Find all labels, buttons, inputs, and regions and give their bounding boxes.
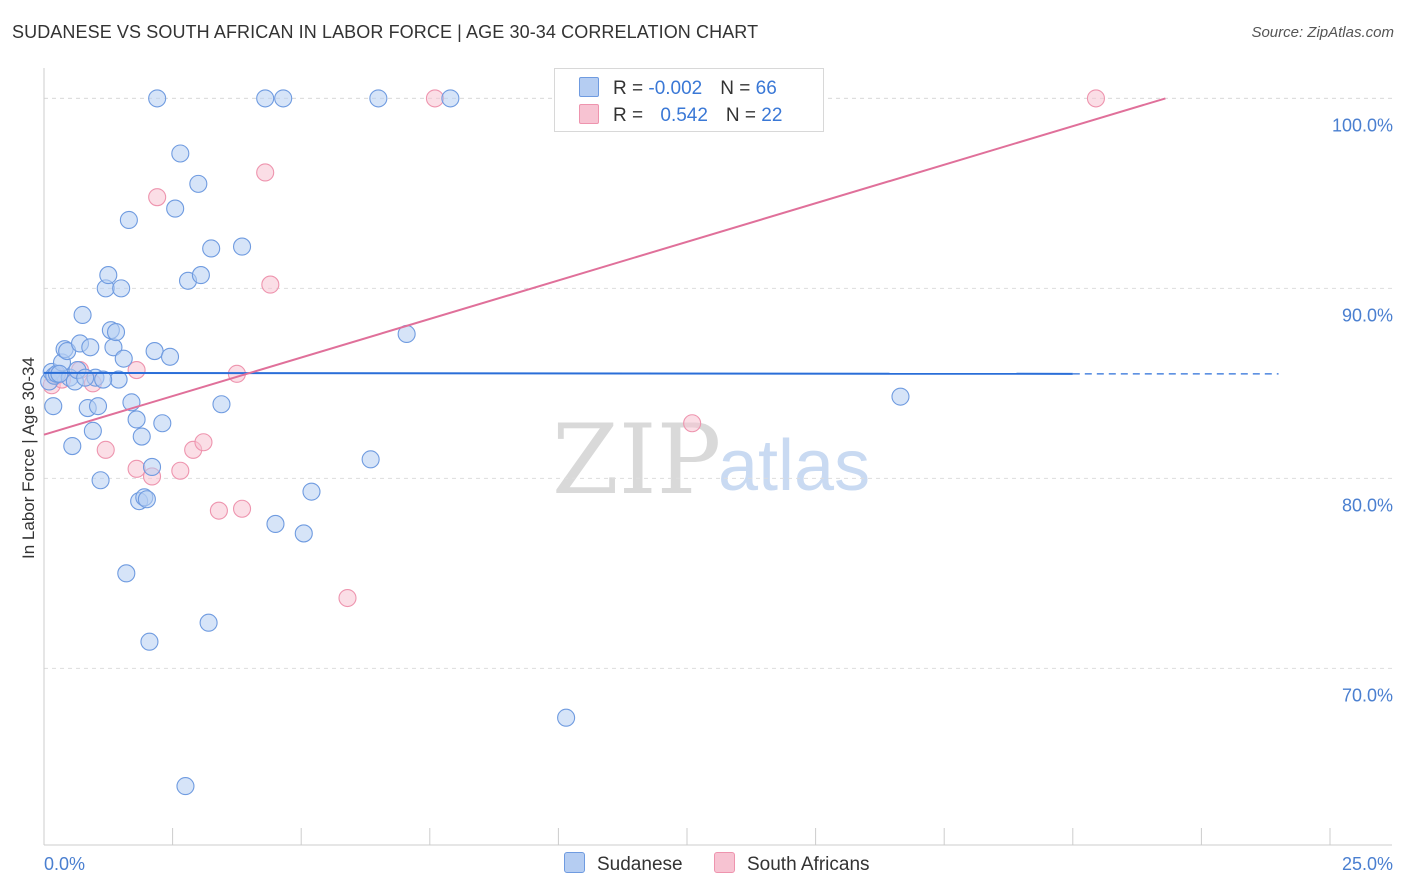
sudanese-point (140, 632, 159, 651)
sudanese-point (91, 471, 110, 490)
chart-title: SUDANESE VS SOUTH AFRICAN IN LABOR FORCE… (12, 22, 759, 42)
south-africans-point (232, 499, 252, 518)
sudanese-point (212, 395, 231, 414)
sudanese-point (266, 514, 285, 533)
sudanese-point (137, 490, 156, 509)
sudanese-point (142, 457, 162, 476)
sudanese-point (302, 482, 321, 501)
sudanese-point (441, 89, 460, 108)
sudanese-point (191, 266, 210, 285)
sudanese-point (274, 89, 293, 108)
sudanese-point (232, 237, 252, 256)
south-africans-point (148, 188, 167, 207)
sudanese-point (361, 450, 380, 469)
sudanese-point (44, 397, 63, 416)
legend-r-value: 0.542 (660, 105, 708, 126)
legend-n-label: N = (720, 78, 756, 99)
sudanese-point (189, 174, 208, 193)
south-africans-swatch (579, 104, 599, 124)
sudanese-point (160, 347, 180, 366)
sudanese-point (148, 89, 167, 108)
south-africans-point (261, 275, 280, 294)
south-africans-point (683, 414, 702, 433)
zipatlas-watermark: ZIP atlas (552, 404, 870, 516)
sudanese-point (106, 323, 126, 342)
bottom-legend-sudanese: Sudanese (564, 852, 683, 876)
watermark-atlas: atlas (718, 426, 870, 506)
south-africans-point (209, 501, 228, 520)
sudanese-point (63, 437, 82, 456)
sudanese-legend-label: Sudanese (597, 854, 683, 875)
south-africans-legend-label: South Africans (747, 854, 870, 875)
south-africans-point (127, 361, 146, 380)
south-africans-point (1086, 89, 1105, 108)
correlation-legend: R = -0.002 N = 66 R = 0.542 N = 22 (554, 68, 824, 132)
sudanese-point (112, 279, 131, 298)
sudanese-point (145, 342, 164, 361)
sudanese-legend-swatch (564, 852, 585, 873)
sudanese-point (202, 239, 221, 258)
legend-n-value: 66 (755, 78, 777, 99)
axes (43, 68, 1392, 846)
sudanese-point (127, 410, 146, 429)
sudanese-point (73, 305, 92, 325)
sudanese-point (369, 89, 388, 108)
south-africans-points (42, 89, 1105, 608)
sudanese-point (99, 266, 118, 285)
south-africans-point (194, 433, 213, 452)
south-africans-point (256, 163, 275, 182)
south-africans-point (425, 89, 444, 108)
sudanese-point (153, 414, 172, 433)
trend-lines (43, 97, 1279, 436)
sudanese-points (40, 89, 910, 796)
sudanese-point (117, 564, 136, 583)
bottom-legend-south-africans: South Africans (714, 852, 870, 876)
south-africans-point (127, 459, 146, 478)
legend-r-value: -0.002 (648, 78, 703, 99)
south-africans-point (338, 588, 357, 608)
y-axis-title: In Labor Force | Age 30-34 (19, 357, 38, 559)
sudanese-point (81, 338, 100, 357)
y-tick-label: 70.0% (1342, 685, 1393, 705)
y-tick-label: 80.0% (1342, 495, 1393, 515)
x-tick-label-max: 25.0% (1342, 854, 1393, 874)
gridlines (44, 97, 1392, 669)
sudanese-point (83, 421, 102, 440)
south-africans-point (96, 440, 115, 459)
tick-labels: 70.0% 80.0% 90.0% 100.0% 0.0% 25.0% In Labor F… (19, 115, 1393, 874)
sudanese-point (76, 368, 95, 387)
legend-n-value: 22 (761, 105, 783, 126)
sudanese-point (166, 199, 185, 218)
sudanese-point (557, 708, 576, 727)
sudanese-point (132, 427, 151, 446)
sudanese-point (294, 524, 313, 543)
sudanese-point (114, 349, 133, 368)
y-tick-label: 90.0% (1342, 305, 1393, 325)
south-africans-point (171, 461, 190, 480)
sudanese-point (176, 777, 195, 796)
sudanese-point (88, 397, 108, 416)
south-africans-legend-swatch (714, 852, 735, 873)
sudanese-point (119, 210, 138, 230)
sudanese-point (256, 89, 275, 108)
sudanese-point (94, 370, 113, 389)
sudanese-point (171, 144, 190, 163)
y-tick-label: 100.0% (1332, 115, 1393, 135)
legend-r-label: R = (613, 78, 649, 99)
legend-row-sudanese: R = -0.002 N = 66 (579, 77, 777, 103)
sudanese-point (891, 387, 910, 406)
legend-row-south-africans: R = 0.542 N = 22 (579, 104, 782, 130)
legend-r-label: R = (613, 105, 649, 126)
source-label: Source: ZipAtlas.com (1251, 24, 1394, 41)
sudanese-point (199, 613, 218, 632)
south-africans-trend-line (43, 97, 1166, 436)
sudanese-trend-line (43, 371, 1073, 375)
legend-n-label: N = (725, 105, 762, 126)
x-tick-label-min: 0.0% (44, 854, 85, 874)
sudanese-swatch (579, 77, 599, 97)
